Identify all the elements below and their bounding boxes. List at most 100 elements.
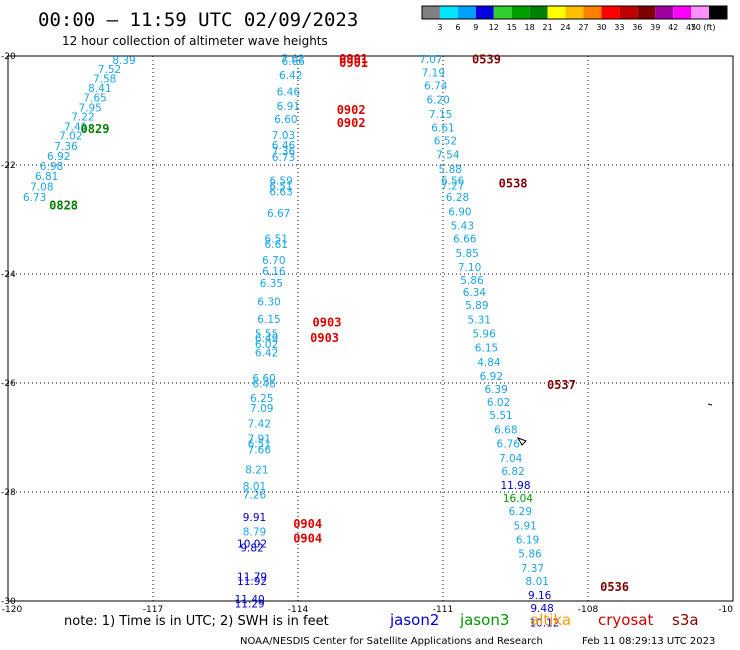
track-time-label: 0828 [49,198,78,212]
color-swatch [422,6,440,19]
wave-height-point: 7.03 [272,130,295,142]
wave-height-point: 7.04 [499,453,523,465]
color-scale-label: 33 [614,23,624,32]
wave-height-point: 6.35 [260,278,283,290]
wave-height-point: 8.21 [245,465,268,477]
wave-height-point: 7.26 [243,489,267,501]
wave-height-point: 6.51 [269,181,292,193]
wave-height-point: 6.15 [475,343,498,355]
chart-title: 00:00 – 11:59 UTC 02/09/2023 [38,9,358,31]
wave-height-point: 6.61 [431,122,454,134]
color-swatch [457,6,476,19]
wave-height-point: 7.36 [272,146,296,158]
color-scale-label: 21 [542,23,552,32]
wave-height-point: 7.07 [419,54,442,66]
wave-height-point: 7.02 [59,131,82,143]
y-tick-label: -20 [1,52,16,62]
satellite-legend-item: altika [530,611,571,629]
wave-height-point: 7.36 [54,141,78,153]
wave-height-point: 6.29 [509,506,532,518]
color-swatch [583,6,602,19]
wave-height-point: 6.63 [269,186,292,198]
wave-height-point: 6.60 [252,373,275,385]
wave-height-point: 8.79 [243,526,266,538]
wave-height-point: 5.51 [489,410,512,422]
color-swatch [547,6,566,19]
wave-height-point: 6.76 [497,439,521,451]
color-scale-label: 36 [632,23,642,32]
color-scale-label: 6 [455,23,460,32]
satellite-legend-item: jason3 [459,611,509,629]
wave-height-point: 6.51 [265,234,288,246]
wave-height-point: 5.31 [468,314,491,326]
track-time-label: 0901 [339,56,368,70]
track-time-label: 0829 [81,122,110,136]
axis-tick-labels: -120 -117 -114 -111 -108 -10 -20 -22 -24 -26 -28 -3… [1,52,733,615]
wave-height-point: 6.51 [248,439,271,451]
wave-height-point: 8.41 [88,83,111,95]
wave-height-point: 6.82 [501,466,524,478]
y-tick-label: -30 [1,597,16,607]
wave-height-point: 6.39 [484,384,507,396]
wave-height-point: 6.46 [272,140,296,152]
wave-height-point: 4.84 [477,357,501,369]
wave-height-point: 6.46 [252,379,276,391]
wave-height-point: 9.48 [530,603,553,615]
wave-height-point: 7.54 [436,150,460,162]
wave-height-point: 5.86 [518,549,542,561]
wave-height-point: 7.58 [93,73,116,85]
wave-height-point: 9.82 [240,543,263,555]
wave-height-point: 7.08 [30,181,53,193]
color-scale-label: 45 [686,23,696,32]
wave-height-point: 11.92 [237,576,267,588]
wave-height-point: 7.15 [429,109,452,121]
color-scale-label: 30 [596,23,606,32]
wave-height-point: 6.28 [446,192,469,204]
wave-height-point: 10.02 [237,538,267,550]
wave-height-point: 7.52 [98,64,121,76]
color-scale-label: 27 [578,23,588,32]
wave-height-point: 6.92 [480,371,503,383]
wave-height-point: 6.15 [257,314,280,326]
wave-height-point: 7.95 [78,102,101,114]
wave-height-point: 6.25 [250,393,273,405]
color-scale-label: 12 [489,23,499,32]
color-scale-frame [421,5,728,20]
wave-height-point: 8.01 [526,576,549,588]
wave-height-point: 6.73 [23,192,46,204]
wave-height-point: 6.56 [441,175,465,187]
color-swatch [529,6,548,19]
wave-height-point: 6.30 [257,296,280,308]
x-tick-label: -111 [433,605,453,615]
y-tick-label: -26 [1,379,16,389]
wave-height-point: 11.98 [500,480,530,492]
footer-timestamp: Feb 11 08:29:13 UTC 2023 [582,636,715,647]
wave-height-point: 5.89 [465,300,488,312]
wave-height-point: 7.27 [441,180,464,192]
wave-height-point: 5.88 [439,164,462,176]
chart-subtitle: 12 hour collection of altimeter wave hei… [62,34,328,48]
x-tick-label: -108 [578,605,599,615]
color-swatch [637,6,656,19]
wave-height-point: 7.37 [521,563,544,575]
color-swatch [619,6,638,19]
color-swatch [691,6,710,19]
track-time-label: 0539 [472,52,501,66]
x-tick-label: -120 [2,605,23,615]
color-scale-label: 15 [507,23,517,32]
wave-height-point: 7.66 [248,445,272,457]
wave-height-point: 6.52 [434,136,457,148]
track-time-label: 0538 [499,177,528,191]
wave-height-point: 6.42 [279,70,302,82]
wave-height-point: 6.34 [463,287,487,299]
wave-height-point: 5.96 [472,328,496,340]
wave-height-point: 8.39 [112,55,135,67]
coastline-marks [516,403,713,446]
track-time-label: 0904 [293,531,322,545]
wave-height-point: 6.73 [272,152,295,164]
wave-height-point: 6.16 [262,266,286,278]
track-time-label: 0536 [600,580,629,594]
wave-height-points: 8.397.527.588.417.657.957.227.417.027.36… [23,53,560,629]
wave-height-point: 6.74 [424,81,448,93]
